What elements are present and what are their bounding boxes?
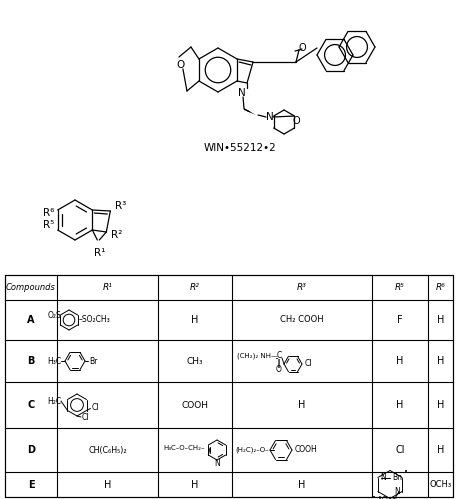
Text: Compounds: Compounds bbox=[6, 283, 56, 292]
Text: ‖: ‖ bbox=[277, 358, 281, 367]
Text: WIN•55212•2: WIN•55212•2 bbox=[204, 143, 276, 153]
Text: CH₂ COOH: CH₂ COOH bbox=[280, 315, 324, 324]
Text: H: H bbox=[437, 400, 444, 410]
Text: (CH₂)₂ NH—: (CH₂)₂ NH— bbox=[237, 353, 278, 359]
Text: H: H bbox=[191, 480, 199, 490]
Text: C: C bbox=[28, 400, 34, 410]
Text: H₃C–O–CH₂–: H₃C–O–CH₂– bbox=[163, 445, 205, 451]
Text: Cl: Cl bbox=[82, 414, 90, 423]
Text: Cl: Cl bbox=[395, 445, 405, 455]
Text: H₂C: H₂C bbox=[47, 397, 61, 406]
Text: N: N bbox=[380, 473, 386, 482]
Text: R¹: R¹ bbox=[94, 248, 105, 258]
Text: H: H bbox=[396, 356, 403, 366]
Text: E: E bbox=[28, 480, 34, 490]
Text: N: N bbox=[266, 112, 274, 122]
Text: H₃C: H₃C bbox=[47, 356, 61, 365]
Text: R²: R² bbox=[112, 230, 123, 240]
Text: CH₃: CH₃ bbox=[187, 356, 203, 365]
Text: R³: R³ bbox=[115, 201, 127, 211]
Text: (H₂C)₂–O–: (H₂C)₂–O– bbox=[235, 447, 269, 453]
Text: H: H bbox=[104, 480, 111, 490]
Text: R⁵: R⁵ bbox=[395, 283, 405, 292]
Text: •: • bbox=[372, 495, 376, 499]
Text: –SO₂CH₃: –SO₂CH₃ bbox=[79, 315, 111, 324]
Text: D: D bbox=[27, 445, 35, 455]
Text: O: O bbox=[177, 60, 185, 70]
Text: H: H bbox=[298, 400, 306, 410]
Text: H: H bbox=[437, 315, 444, 325]
Text: H: H bbox=[437, 356, 444, 366]
Text: H: H bbox=[191, 315, 199, 325]
Text: Cl: Cl bbox=[305, 359, 313, 368]
Text: N: N bbox=[238, 88, 246, 98]
Bar bbox=[5, 275, 453, 497]
Text: A: A bbox=[27, 315, 35, 325]
Text: N: N bbox=[394, 487, 400, 496]
Text: ‖O: ‖O bbox=[378, 496, 388, 499]
Text: CH(C₆H₅)₂: CH(C₆H₅)₂ bbox=[88, 446, 127, 455]
Text: C: C bbox=[276, 351, 282, 360]
Text: C: C bbox=[392, 497, 397, 499]
Text: R⁵: R⁵ bbox=[44, 220, 55, 230]
Text: O: O bbox=[292, 116, 300, 126]
Text: OCH₃: OCH₃ bbox=[430, 480, 452, 489]
Polygon shape bbox=[244, 108, 256, 115]
Text: Bn: Bn bbox=[392, 473, 402, 482]
Text: H: H bbox=[437, 445, 444, 455]
Text: O: O bbox=[298, 43, 306, 53]
Text: H: H bbox=[298, 480, 306, 490]
Text: R⁶: R⁶ bbox=[43, 208, 55, 218]
Text: R¹: R¹ bbox=[102, 283, 112, 292]
Text: O: O bbox=[276, 365, 282, 375]
Text: H: H bbox=[396, 400, 403, 410]
Text: O₂S: O₂S bbox=[47, 311, 61, 320]
Text: R²: R² bbox=[190, 283, 200, 292]
Text: Br: Br bbox=[89, 356, 97, 365]
Text: N: N bbox=[214, 459, 220, 468]
Text: Cl: Cl bbox=[91, 403, 99, 412]
Text: COOH: COOH bbox=[181, 401, 208, 410]
Text: COOH: COOH bbox=[295, 446, 318, 455]
Text: R⁶: R⁶ bbox=[436, 283, 445, 292]
Text: •: • bbox=[404, 469, 408, 475]
Text: F: F bbox=[397, 315, 403, 325]
Text: R³: R³ bbox=[297, 283, 307, 292]
Text: B: B bbox=[28, 356, 35, 366]
